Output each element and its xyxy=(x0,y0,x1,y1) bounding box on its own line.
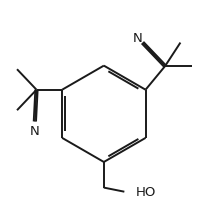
Text: N: N xyxy=(132,32,142,45)
Text: HO: HO xyxy=(136,185,157,198)
Text: N: N xyxy=(30,125,40,137)
